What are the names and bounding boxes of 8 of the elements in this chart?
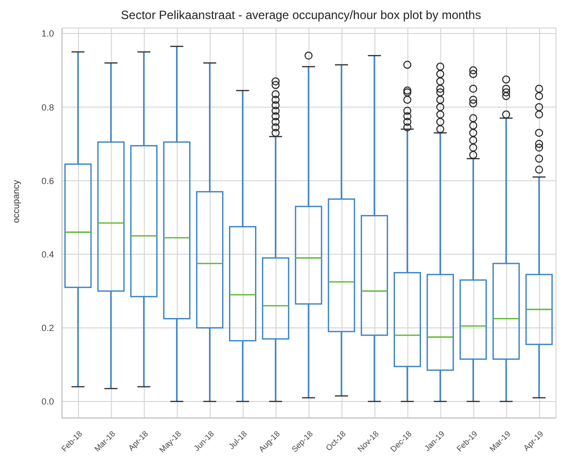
y-tick-label: 0.8 xyxy=(41,102,54,112)
y-axis-title: occupancy xyxy=(11,179,22,223)
y-tick-label: 1.0 xyxy=(41,28,54,39)
chart-title: Sector Pelikaanstraat - average occupancy/hour box plot by months xyxy=(120,8,482,22)
y-tick-label: 0.4 xyxy=(41,249,54,260)
y-tick-label: 0.0 xyxy=(41,396,54,407)
y-tick-label: 0.6 xyxy=(41,176,54,186)
y-tick-label: 0.2 xyxy=(41,323,54,334)
